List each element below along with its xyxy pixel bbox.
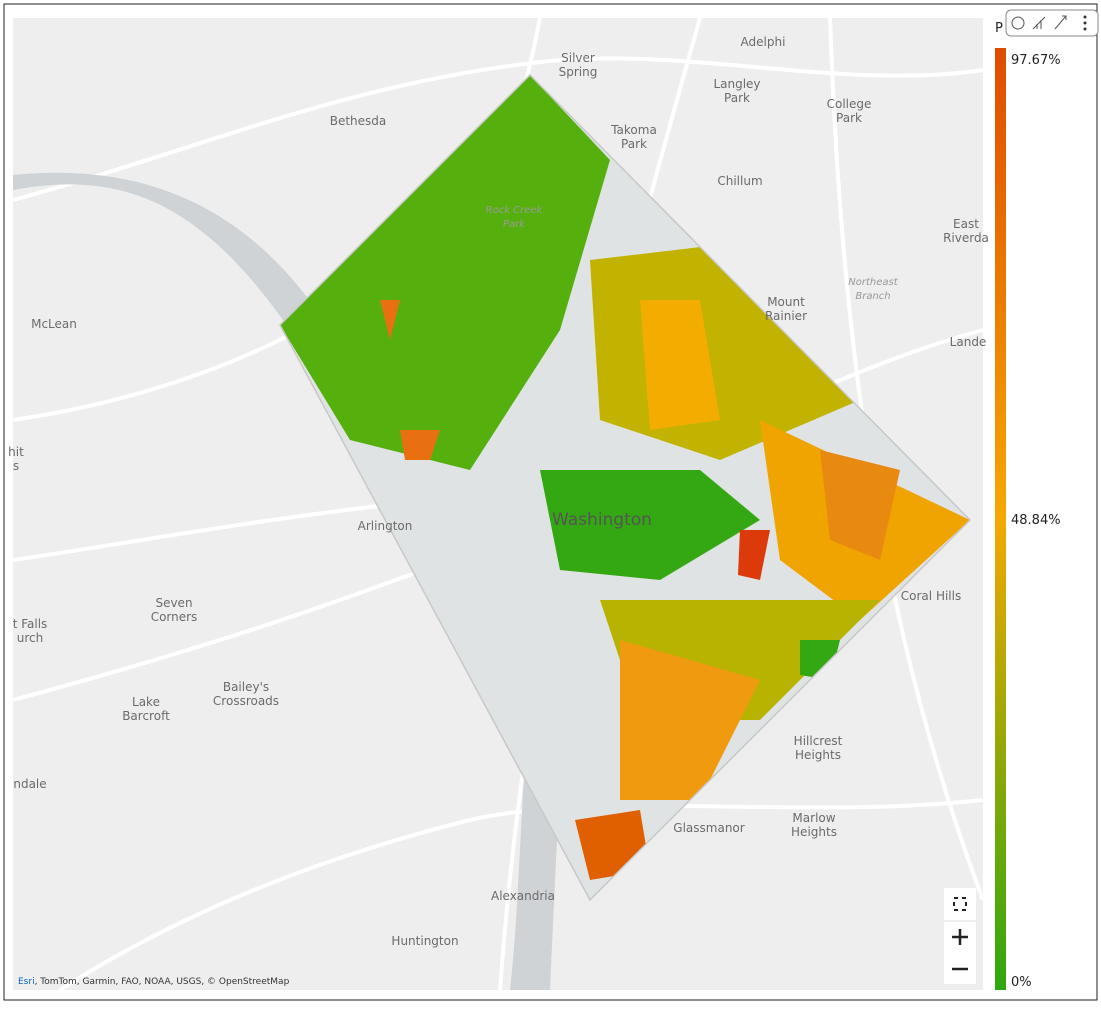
attribution-link[interactable]: Esri xyxy=(18,977,35,987)
place-label: Coral Hills xyxy=(901,589,961,603)
place-label: Crossroads xyxy=(213,694,279,708)
place-label: Park xyxy=(836,111,862,125)
toolbar-box[interactable] xyxy=(1005,9,1099,37)
place-label: Rainier xyxy=(765,309,807,323)
place-label: Corners xyxy=(151,610,198,624)
place-label: Heights xyxy=(795,748,841,762)
place-label: Takoma xyxy=(610,123,657,137)
place-label: Park xyxy=(621,137,647,151)
place-label: Adelphi xyxy=(741,35,786,49)
zoom-controls xyxy=(944,888,976,984)
place-label: Spring xyxy=(559,65,598,79)
place-label: Lake xyxy=(132,695,160,709)
place-label: Silver xyxy=(561,51,595,65)
place-label: Alexandria xyxy=(491,889,555,903)
legend-max: 97.67% xyxy=(1011,53,1061,68)
place-label: Heights xyxy=(791,825,837,839)
place-label: Park xyxy=(724,91,750,105)
place-label: McLean xyxy=(31,317,77,331)
place-label: Rock Creek xyxy=(486,205,544,216)
place-label: s xyxy=(13,459,19,473)
place-label: Northeast xyxy=(848,277,898,288)
more-button[interactable] xyxy=(1083,15,1087,31)
place-label: Mount xyxy=(767,295,805,309)
legend-mid: 48.84% xyxy=(1011,513,1061,528)
place-label: Seven xyxy=(155,596,192,610)
place-label: Riverda xyxy=(943,231,989,245)
legend-min: 0% xyxy=(1011,975,1032,990)
place-label: ndale xyxy=(13,777,46,791)
place-label: Hillcrest xyxy=(794,734,843,748)
place-label: Washington xyxy=(552,510,652,530)
place-label: Arlington xyxy=(358,519,413,533)
place-label: Marlow xyxy=(792,811,835,825)
legend-gradient xyxy=(995,48,1006,990)
dc-border xyxy=(279,73,972,902)
place-label: Huntington xyxy=(391,934,458,948)
place-label: Bethesda xyxy=(330,114,387,128)
legend-title: P xyxy=(995,21,1003,36)
zoom-in[interactable] xyxy=(952,929,968,945)
place-label: Lande xyxy=(950,335,987,349)
place-label: hit xyxy=(8,445,24,459)
expand-button[interactable] xyxy=(1054,15,1067,30)
attribution: Esri, TomTom, Garmin, FAO, NOAA, USGS, ©… xyxy=(18,977,290,987)
place-label: urch xyxy=(17,631,43,645)
place-label: Bailey's xyxy=(223,680,269,694)
locate-icon xyxy=(953,897,967,911)
focus-button[interactable] xyxy=(1011,16,1025,30)
place-label: College xyxy=(827,97,872,111)
toolbar[interactable] xyxy=(1005,9,1099,37)
place-label: Barcroft xyxy=(122,709,170,723)
place-label: East xyxy=(953,217,979,231)
place-label: Branch xyxy=(855,291,890,302)
place-label: t Falls xyxy=(13,617,48,631)
place-label: Glassmanor xyxy=(673,821,744,835)
place-label: Chillum xyxy=(717,174,762,188)
attribution-text: , TomTom, Garmin, FAO, NOAA, USGS, © Ope… xyxy=(35,977,290,987)
frame xyxy=(3,3,1098,1001)
place-label: Langley xyxy=(713,77,760,91)
locate-button[interactable] xyxy=(944,888,976,920)
place-label: Park xyxy=(503,219,526,230)
analytics-button[interactable] xyxy=(1032,16,1046,30)
